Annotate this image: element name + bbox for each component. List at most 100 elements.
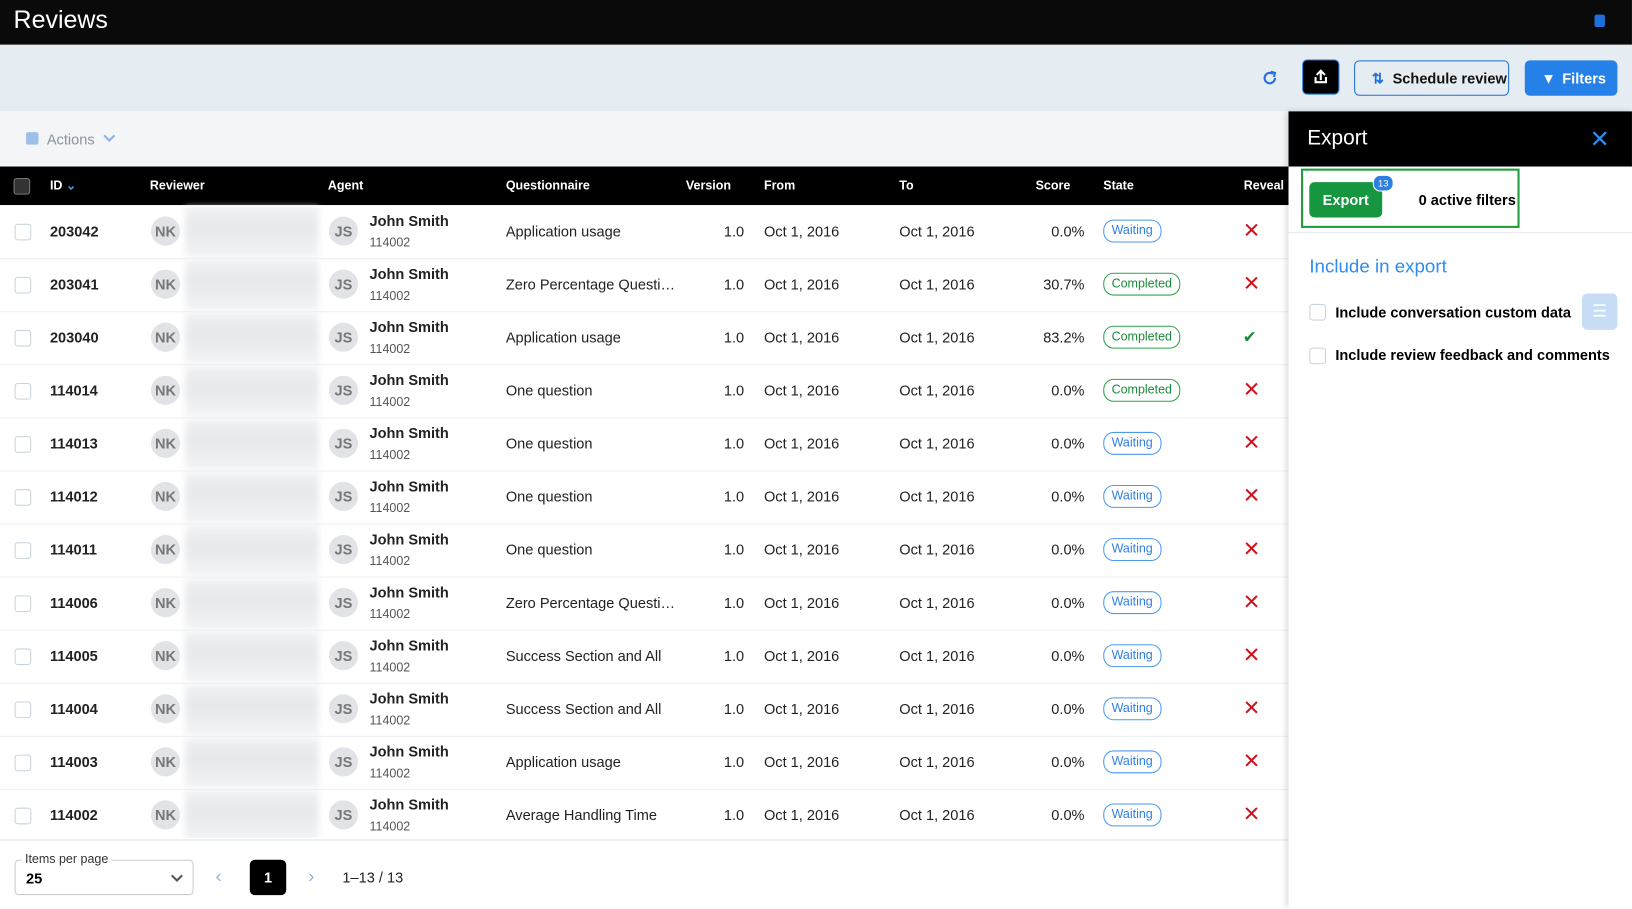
state-badge: Waiting [1103,750,1162,774]
reviewer-blur [185,578,319,629]
row-checkbox[interactable] [14,436,32,453]
questionnaire: Average Handling Time [505,806,658,824]
table-row[interactable]: 203041 NK JS John Smith 114002 Zero Percentag… [0,258,1289,313]
agent-name: John Smith [369,690,449,707]
actions-checkbox[interactable] [26,132,39,145]
option-checkbox[interactable] [1309,303,1326,321]
option-checkbox[interactable] [1309,347,1326,365]
reviewer-avatar: NK [150,747,181,777]
reviewer-avatar: NK [150,534,181,565]
row-checkbox[interactable] [14,223,32,241]
review-id: 114003 [49,753,98,771]
row-checkbox[interactable] [14,648,32,666]
agent-id: 114002 [369,659,411,675]
version: 1.0 [723,275,745,293]
score: 0.0% [1051,381,1085,399]
close-button[interactable] [1592,131,1607,146]
agent-id: 114002 [369,606,411,622]
reviewer-blur [185,260,319,311]
table-row[interactable]: 114013 NK JS John Smith 114002 One question 1.… [0,417,1289,472]
questionnaire: One question [505,435,593,452]
row-checkbox[interactable] [14,383,32,400]
row-checkbox[interactable] [14,807,32,825]
select-all[interactable] [13,177,31,195]
version: 1.0 [723,700,745,718]
to-date: Oct 1, 2016 [899,647,975,665]
table-row[interactable]: 114003 NK JS John Smith 114002 Application us… [0,736,1289,790]
row-checkbox[interactable] [14,701,32,719]
next-page[interactable]: › [308,865,315,887]
table-row[interactable]: 114011 NK JS John Smith 114002 One question 1.… [0,524,1289,578]
score: 0.0% [1051,541,1085,558]
current-page[interactable]: 1 [249,859,287,896]
actions-chevron[interactable] [102,133,117,143]
version: 1.0 [723,753,745,771]
to-date: Oct 1, 2016 [899,381,975,399]
to-date: Oct 1, 2016 [899,488,975,505]
agent-avatar: JS [328,534,359,565]
items-select[interactable]: Items per page 25 [14,851,194,896]
score: 83.2% [1043,328,1085,346]
prev-page[interactable]: ‹ [215,865,222,887]
reveal-icon: ✕ [1242,644,1261,668]
row-checkbox[interactable] [14,329,32,347]
column-header: Questionnaire [505,177,590,193]
review-id: 114011 [49,541,97,558]
reviewer-blur [185,525,319,576]
row-checkbox[interactable] [14,595,32,612]
reviewer-blur [185,791,319,838]
reveal-icon: ✕ [1242,750,1261,774]
refresh-button[interactable] [1261,70,1278,87]
schedule-button[interactable]: ⇅ Schedule review [1354,60,1510,96]
table-row[interactable]: 114006 NK JS John Smith 114002 Zero Percentag… [0,577,1289,631]
reveal-icon: ✕ [1242,431,1261,455]
table-row[interactable]: 114004 NK JS John Smith 114002 Success Sectio… [0,683,1289,737]
reveal-icon: ✕ [1242,219,1261,243]
table-row[interactable]: 203040 NK JS John Smith 114002 Application us… [0,311,1289,366]
table-row[interactable]: 114005 NK JS John Smith 114002 Success Sectio… [0,630,1289,684]
row-checkbox[interactable] [14,489,32,506]
agent-name: John Smith [369,743,449,760]
version: 1.0 [723,328,745,346]
option-info[interactable]: ☰ [1582,293,1618,330]
column-header: Reviewer [149,177,205,193]
row-checkbox[interactable] [14,542,32,559]
table-row[interactable]: 203042 NK JS John Smith 114002 Application us… [0,205,1289,260]
agent-name: John Smith [369,477,449,495]
reviewer-blur [185,737,319,788]
agent-id: 114002 [369,288,411,303]
help-icon[interactable] [1594,14,1605,28]
review-id: 114004 [49,700,98,718]
agent-name: John Smith [369,796,449,813]
actions-label[interactable]: Actions [46,131,95,148]
table-row[interactable]: 114012 NK JS John Smith 114002 One question 1.… [0,470,1289,525]
sort-icon[interactable]: ⌄ [62,177,77,193]
from-date: Oct 1, 2016 [763,753,840,771]
schedule-label: Schedule review [1392,69,1507,87]
from-date: Oct 1, 2016 [763,275,840,293]
from-date: Oct 1, 2016 [763,806,840,824]
items-chevron [170,874,183,882]
questionnaire: Application usage [505,222,621,240]
export-button[interactable] [1302,59,1340,95]
score: 0.0% [1051,647,1085,665]
row-checkbox[interactable] [14,276,32,294]
review-id: 114012 [49,488,98,505]
column-header: Agent [327,177,364,193]
agent-id: 114002 [369,394,411,410]
table-row[interactable]: 114002 NK JS John Smith 114002 Average Handli… [0,789,1289,838]
reviewer-blur [185,419,319,470]
state-badge: Waiting [1103,431,1162,455]
to-date: Oct 1, 2016 [899,753,975,771]
row-checkbox[interactable] [14,754,32,772]
state-badge: Waiting [1103,485,1162,508]
from-date: Oct 1, 2016 [763,222,840,240]
state-badge: Completed [1103,272,1181,296]
questionnaire: One question [505,541,593,558]
top-bar: Reviews [0,0,1632,45]
reviewer-avatar: NK [150,694,181,724]
export-action[interactable]: Export [1309,182,1383,218]
reviewer-avatar: NK [150,216,181,246]
table-row[interactable]: 114014 NK JS John Smith 114002 One question 1.… [0,364,1289,419]
filters-button[interactable]: ▼ Filters [1524,60,1618,96]
